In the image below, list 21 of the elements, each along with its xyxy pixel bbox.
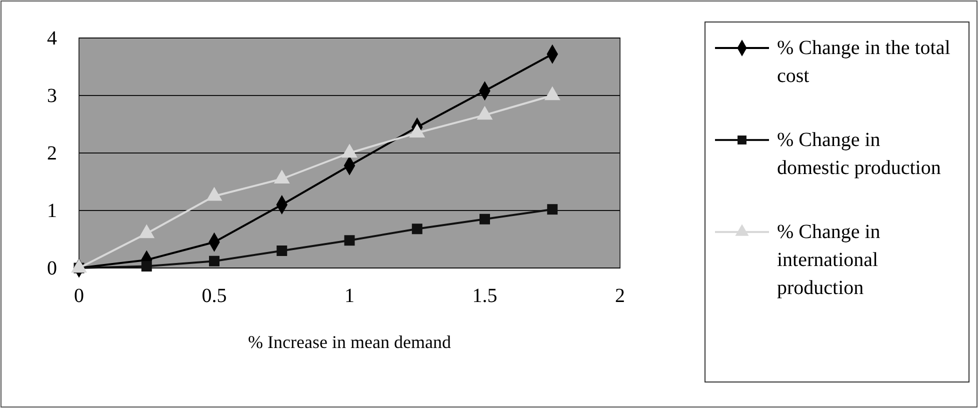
point xyxy=(344,235,355,246)
point xyxy=(209,256,220,266)
x-tick-label: 0 xyxy=(74,285,84,308)
y-tick-label: 2 xyxy=(47,142,57,164)
point xyxy=(141,261,152,272)
point xyxy=(276,246,288,256)
legend-label: % Change in domestic production xyxy=(777,129,941,179)
point xyxy=(547,204,558,215)
point xyxy=(480,214,490,224)
y-tick-label: 3 xyxy=(47,84,57,107)
x-tick-label: 1 xyxy=(344,285,354,308)
x-tick-label: 0.5 xyxy=(202,285,227,308)
legend-label: % Change in international production xyxy=(777,221,880,299)
point xyxy=(412,224,422,234)
x-axis-title: % Increase in mean demand xyxy=(248,332,451,352)
y-tick-label: 4 xyxy=(47,27,57,50)
legend-label: % Change in the total cost xyxy=(777,37,951,87)
x-tick-label: 2 xyxy=(615,285,625,308)
x-tick-label: 1.5 xyxy=(472,285,498,308)
y-tick-label: 0 xyxy=(47,257,57,280)
y-tick-label: 1 xyxy=(47,200,57,222)
